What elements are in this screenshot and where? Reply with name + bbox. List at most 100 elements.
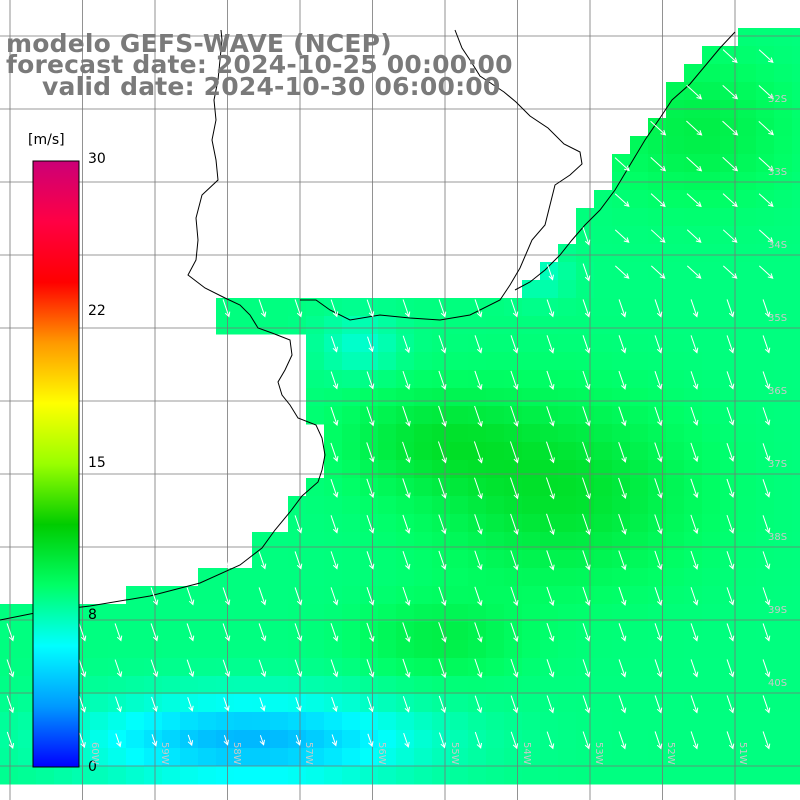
wind-cell	[702, 172, 721, 191]
wind-cell	[666, 118, 685, 137]
wind-cell	[720, 568, 739, 587]
wind-cell	[270, 298, 289, 317]
wind-arrow	[686, 229, 702, 243]
wind-arrow	[114, 623, 123, 642]
wind-cell	[774, 172, 793, 191]
colorbar-unit: [m/s]	[28, 132, 65, 148]
wind-cell	[738, 658, 757, 677]
wind-cell	[666, 766, 685, 785]
wind-cell	[342, 694, 361, 713]
wind-cell	[594, 262, 613, 281]
wind-arrow	[582, 406, 591, 427]
wind-cell	[630, 604, 649, 623]
wind-cell	[360, 604, 379, 623]
wind-cell	[450, 388, 469, 407]
wind-cell	[792, 748, 800, 767]
wind-cell	[720, 424, 739, 443]
wind-arrow	[650, 229, 666, 243]
wind-cell	[648, 172, 667, 191]
wind-cell	[594, 640, 613, 659]
wind-cell	[666, 262, 685, 281]
wind-cell	[198, 712, 217, 731]
colorbar-tick-22: 22	[88, 303, 106, 319]
wind-arrow	[654, 695, 663, 714]
wind-cell	[432, 532, 451, 551]
wind-arrow	[726, 299, 735, 318]
wind-cell	[774, 658, 793, 677]
wind-arrow	[582, 731, 591, 750]
wind-cell	[666, 532, 685, 551]
wind-cell	[360, 748, 379, 767]
wind-cell	[54, 766, 73, 785]
wind-cell	[738, 442, 757, 461]
wind-cell	[702, 118, 721, 137]
wind-cell	[504, 748, 523, 767]
wind-cell	[738, 748, 757, 767]
wind-cell	[198, 766, 217, 785]
wind-cell	[450, 532, 469, 551]
wind-cell	[630, 550, 649, 569]
wind-cell	[792, 82, 800, 101]
wind-cell	[18, 730, 37, 749]
wind-cell	[486, 604, 505, 623]
wind-cell	[270, 730, 289, 749]
wind-cell	[486, 748, 505, 767]
wind-cell	[648, 460, 667, 479]
wind-cell	[432, 766, 451, 785]
wind-cell	[486, 496, 505, 515]
wind-cell	[630, 352, 649, 371]
wind-cell	[576, 352, 595, 371]
wind-cell	[774, 388, 793, 407]
wind-arrow	[654, 335, 663, 354]
wind-cell	[702, 64, 721, 83]
wind-cell	[396, 766, 415, 785]
wind-cell	[468, 316, 487, 335]
wind-cell	[774, 370, 793, 389]
wind-cell	[396, 568, 415, 587]
wind-cell	[792, 118, 800, 137]
wind-cell	[756, 244, 775, 263]
wind-cell	[432, 424, 451, 443]
wind-arrow	[330, 371, 339, 390]
wind-cell	[684, 316, 703, 335]
wind-arrow	[686, 84, 703, 100]
wind-cell	[414, 352, 433, 371]
wind-cell	[792, 640, 800, 659]
wind-arrow	[403, 732, 410, 748]
wind-cell	[666, 496, 685, 515]
wind-cell	[270, 676, 289, 695]
wind-cell	[432, 460, 451, 479]
wind-arrow	[762, 407, 771, 426]
wind-cell	[594, 244, 613, 263]
wind-arrow	[366, 442, 375, 463]
wind-cell	[738, 676, 757, 695]
wind-arrow	[474, 335, 483, 354]
wind-cell	[702, 766, 721, 785]
wind-cell	[252, 748, 271, 767]
wind-arrow	[509, 441, 519, 464]
wind-cell	[792, 208, 800, 227]
wind-cell	[648, 568, 667, 587]
wind-arrow	[474, 658, 483, 679]
wind-cell	[468, 676, 487, 695]
wind-cell	[774, 514, 793, 533]
wind-cell	[576, 766, 595, 785]
wind-cell	[378, 388, 397, 407]
wind-cell	[666, 460, 685, 479]
wind-cell	[756, 532, 775, 551]
wind-cell	[126, 712, 145, 731]
wind-cell	[630, 370, 649, 389]
wind-cell	[504, 712, 523, 731]
wind-cell	[594, 406, 613, 425]
wind-cell	[414, 298, 433, 317]
wind-cell	[558, 352, 577, 371]
wind-cell	[468, 424, 487, 443]
wind-arrow	[546, 299, 555, 318]
wind-cell	[288, 640, 307, 659]
wind-cell	[540, 604, 559, 623]
wind-cell	[378, 478, 397, 497]
wind-cell	[738, 154, 757, 173]
wind-cell	[756, 208, 775, 227]
wind-cell	[558, 424, 577, 443]
wind-cell	[594, 208, 613, 227]
